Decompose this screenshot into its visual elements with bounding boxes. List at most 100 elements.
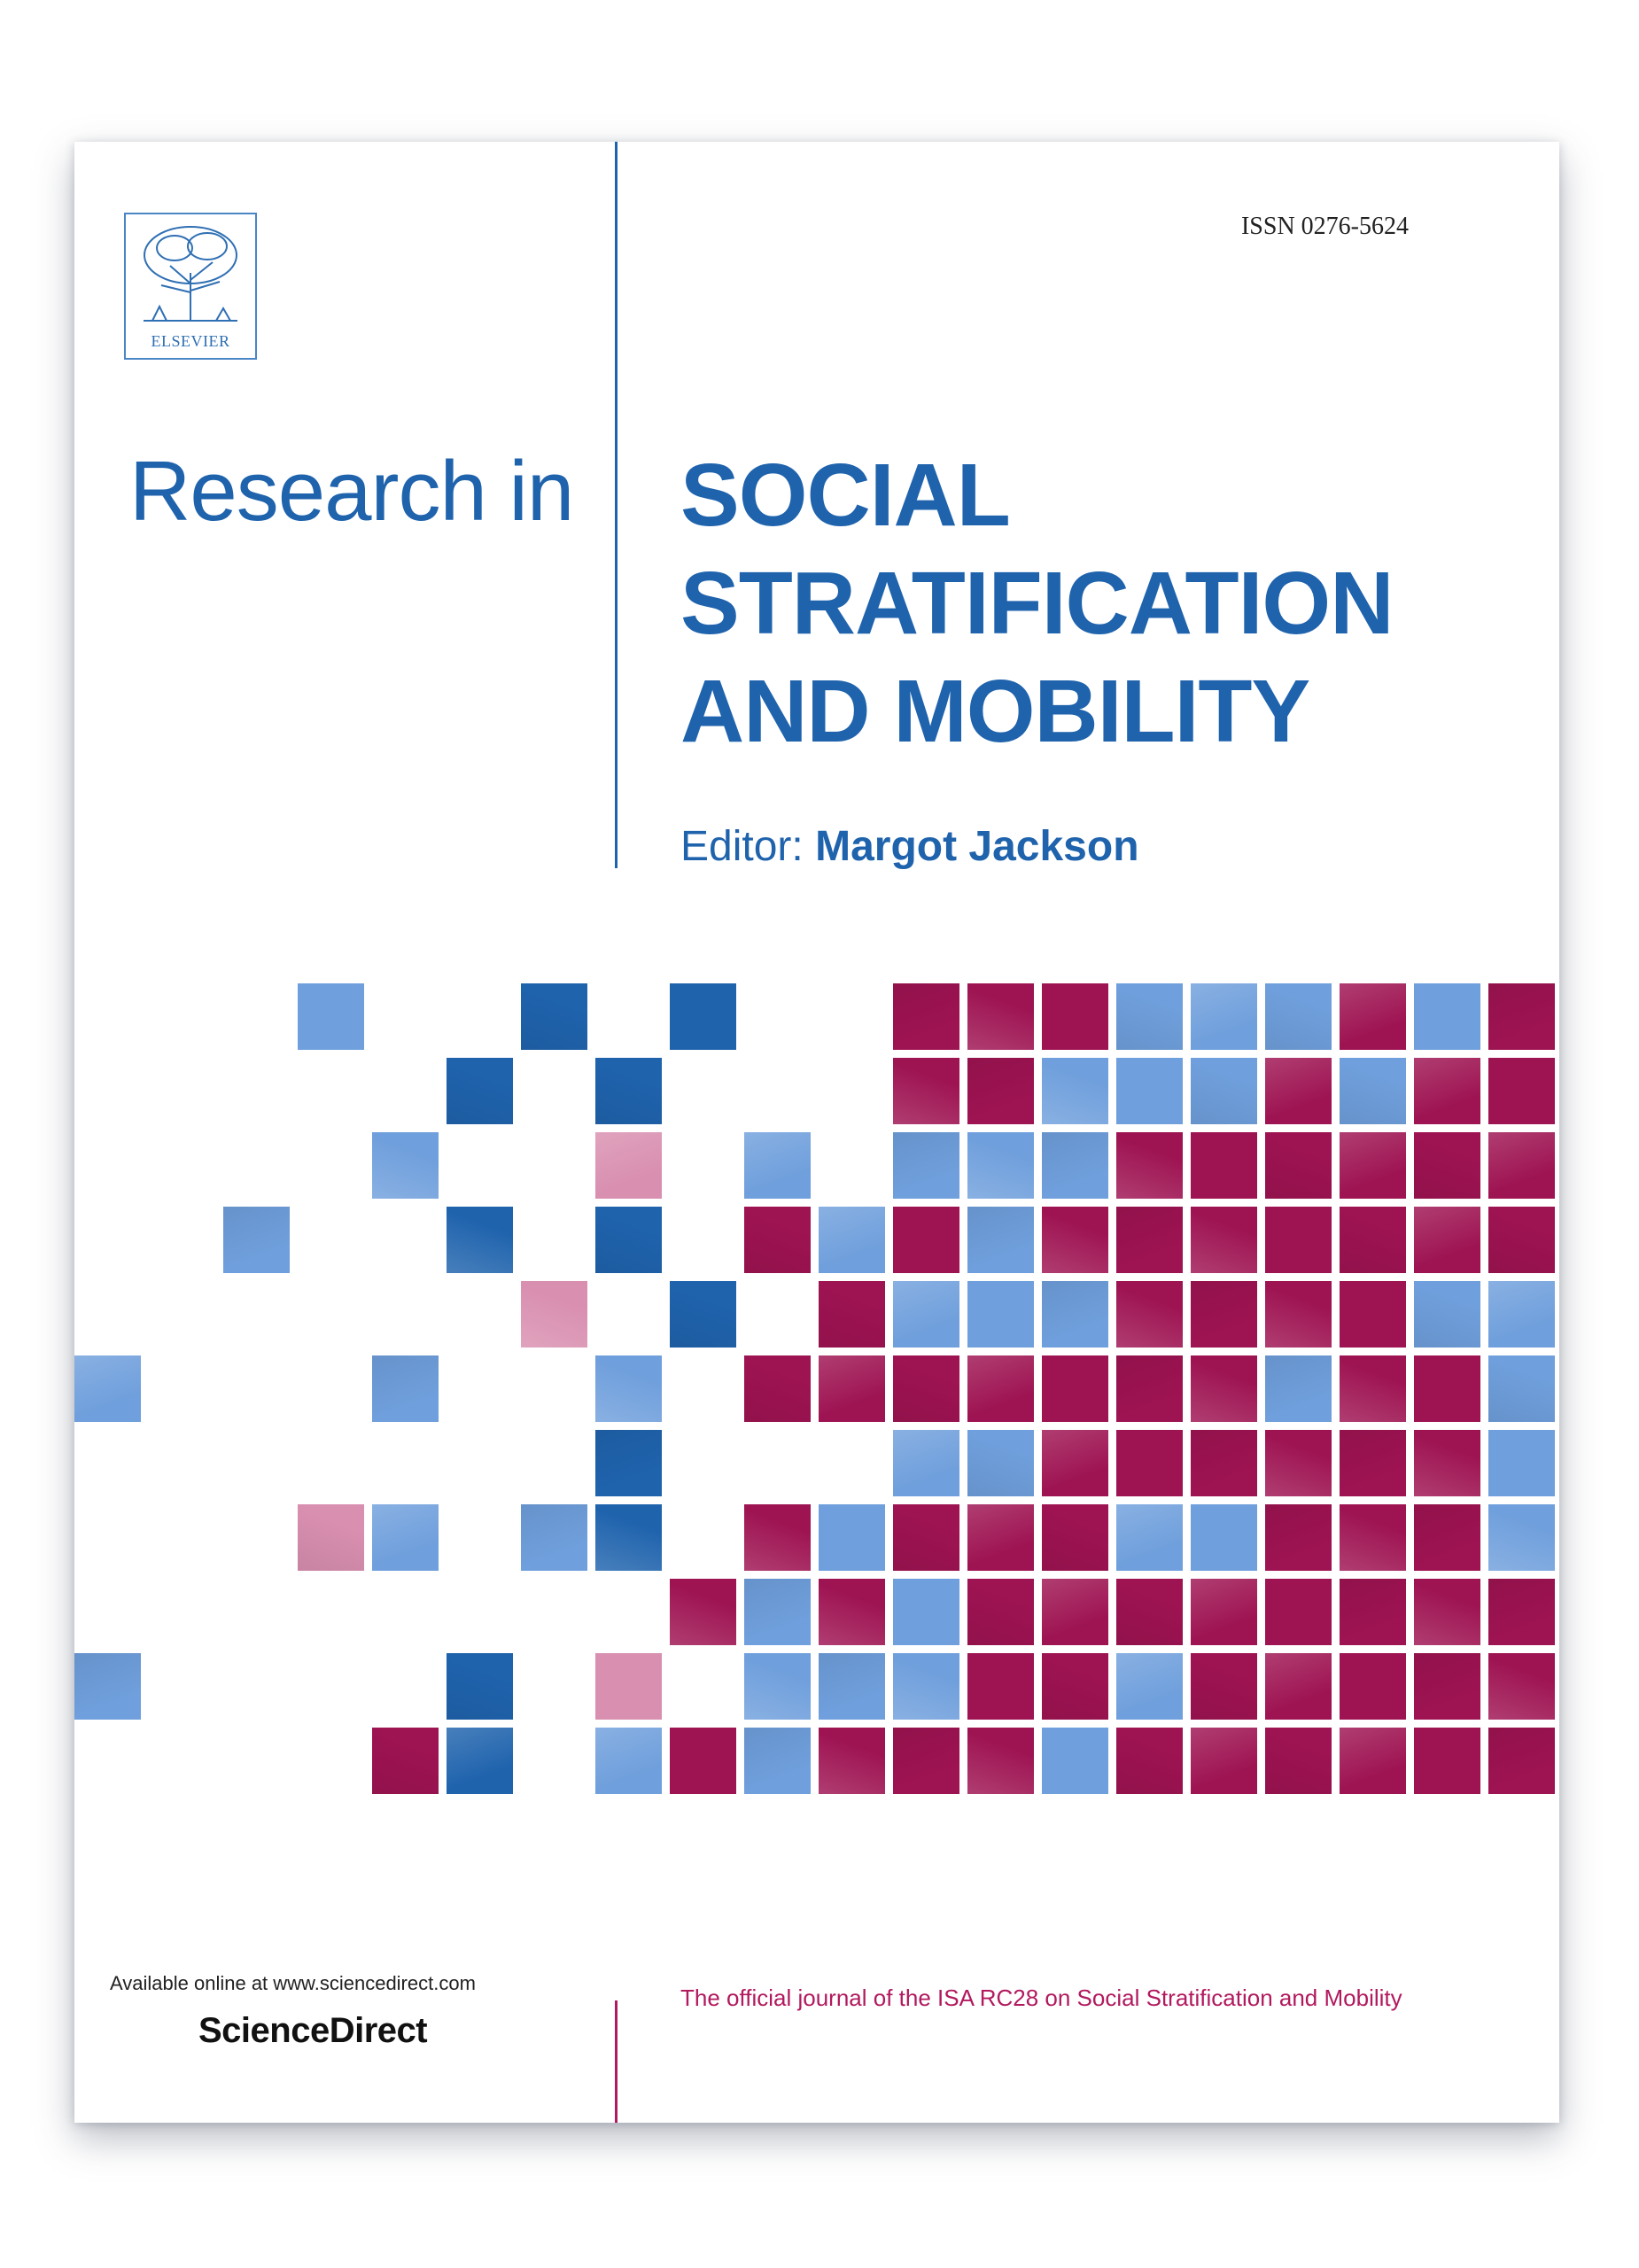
mosaic-tile: [819, 1281, 885, 1348]
mosaic-tile: [1191, 1281, 1257, 1348]
mosaic-tile: [1116, 1132, 1183, 1199]
mosaic-tile: [967, 1281, 1034, 1348]
mosaic-tile: [1116, 1653, 1183, 1720]
mosaic-tile: [1414, 983, 1480, 1050]
divider-line-bottom: [615, 2000, 618, 2123]
mosaic-tile: [1265, 1653, 1332, 1720]
mosaic-tile: [1488, 983, 1555, 1050]
mosaic-tile: [1340, 983, 1406, 1050]
mosaic-tile: [893, 1579, 959, 1645]
mosaic-tile: [595, 1653, 662, 1720]
mosaic-tile: [1488, 1207, 1555, 1273]
mosaic-tile: [372, 1132, 439, 1199]
mosaic-tile: [1265, 1207, 1332, 1273]
mosaic-tile: [1191, 1579, 1257, 1645]
mosaic-tile: [298, 1504, 364, 1571]
issn-number: ISSN 0276-5624: [1240, 213, 1409, 240]
mosaic-tile: [819, 1504, 885, 1571]
mosaic-tile: [1340, 1653, 1406, 1720]
mosaic-tile: [1042, 1132, 1108, 1199]
mosaic-tile: [893, 1132, 959, 1199]
mosaic-tile: [1340, 1207, 1406, 1273]
journal-cover: ELSEVIER ISSN 0276-5624 Research in SOCI…: [74, 142, 1559, 2123]
mosaic-tile: [595, 1132, 662, 1199]
mosaic-tile: [447, 1058, 513, 1124]
mosaic-tile: [447, 1653, 513, 1720]
mosaic-tile: [1414, 1728, 1480, 1794]
mosaic-tile: [893, 1281, 959, 1348]
photo-mosaic: [74, 983, 1559, 1798]
mosaic-tile: [1414, 1281, 1480, 1348]
mosaic-tile: [744, 1207, 811, 1273]
mosaic-tile: [819, 1207, 885, 1273]
mosaic-tile: [1116, 1579, 1183, 1645]
mosaic-tile: [1414, 1430, 1480, 1496]
mosaic-tile: [967, 1058, 1034, 1124]
mosaic-tile: [298, 983, 364, 1050]
mosaic-tile: [1340, 1728, 1406, 1794]
mosaic-tile: [1414, 1058, 1480, 1124]
mosaic-tile: [1116, 1281, 1183, 1348]
mosaic-tile: [1116, 1504, 1183, 1571]
mosaic-tile: [744, 1653, 811, 1720]
mosaic-tile: [1191, 1132, 1257, 1199]
elsevier-tree-icon: [144, 226, 237, 322]
mosaic-tile: [1488, 1504, 1555, 1571]
mosaic-tile: [447, 1728, 513, 1794]
mosaic-tile: [1414, 1207, 1480, 1273]
mosaic-tile: [1488, 1579, 1555, 1645]
elsevier-logo: ELSEVIER: [124, 213, 257, 360]
mosaic-tile: [1191, 1355, 1257, 1422]
mosaic-tile: [1340, 1579, 1406, 1645]
mosaic-tile: [1488, 1355, 1555, 1422]
mosaic-tile: [744, 1728, 811, 1794]
mosaic-tile: [595, 1728, 662, 1794]
mosaic-tile: [893, 1430, 959, 1496]
mosaic-tile: [1042, 1728, 1108, 1794]
mosaic-tile: [1340, 1281, 1406, 1348]
mosaic-tile: [1191, 1430, 1257, 1496]
mosaic-tile: [1042, 1207, 1108, 1273]
mosaic-tile: [967, 983, 1034, 1050]
mosaic-tile: [1042, 1430, 1108, 1496]
mosaic-tile: [1042, 1281, 1108, 1348]
mosaic-tile: [1414, 1579, 1480, 1645]
mosaic-tile: [1265, 1504, 1332, 1571]
mosaic-tile: [74, 1653, 141, 1720]
mosaic-tile: [1414, 1132, 1480, 1199]
elsevier-wordmark: ELSEVIER: [151, 332, 230, 350]
mosaic-tile: [1116, 1207, 1183, 1273]
mosaic-tile: [372, 1728, 439, 1794]
mosaic-tile: [744, 1355, 811, 1422]
mosaic-tile: [893, 983, 959, 1050]
mosaic-tile: [1042, 1579, 1108, 1645]
mosaic-tile: [670, 1281, 736, 1348]
mosaic-tile: [74, 1355, 141, 1422]
available-online-text: Available online at www.sciencedirect.co…: [110, 1972, 476, 1994]
mosaic-tile: [595, 1504, 662, 1571]
mosaic-tile: [521, 983, 587, 1050]
mosaic-tile: [1488, 1653, 1555, 1720]
mosaic-tile: [670, 983, 736, 1050]
mosaic-tile: [819, 1728, 885, 1794]
editor-label: Editor:: [680, 823, 804, 870]
mosaic-tile: [1340, 1132, 1406, 1199]
mosaic-tile: [1116, 1355, 1183, 1422]
mosaic-tile: [1042, 1355, 1108, 1422]
mosaic-tile: [1340, 1355, 1406, 1422]
mosaic-tile: [1042, 983, 1108, 1050]
mosaic-tile: [1042, 1058, 1108, 1124]
mosaic-tile: [967, 1132, 1034, 1199]
mosaic-tile: [893, 1504, 959, 1571]
mosaic-tile: [744, 1579, 811, 1645]
mosaic-tile: [1488, 1132, 1555, 1199]
title-line-1: SOCIAL: [680, 446, 1011, 545]
mosaic-tile: [1191, 1504, 1257, 1571]
mosaic-tile: [893, 1207, 959, 1273]
title-line-2: STRATIFICATION: [680, 554, 1394, 653]
mosaic-tile: [1191, 1728, 1257, 1794]
mosaic-tile: [521, 1281, 587, 1348]
mosaic-tile: [744, 1132, 811, 1199]
mosaic-tile: [819, 1653, 885, 1720]
mosaic-tile: [967, 1430, 1034, 1496]
